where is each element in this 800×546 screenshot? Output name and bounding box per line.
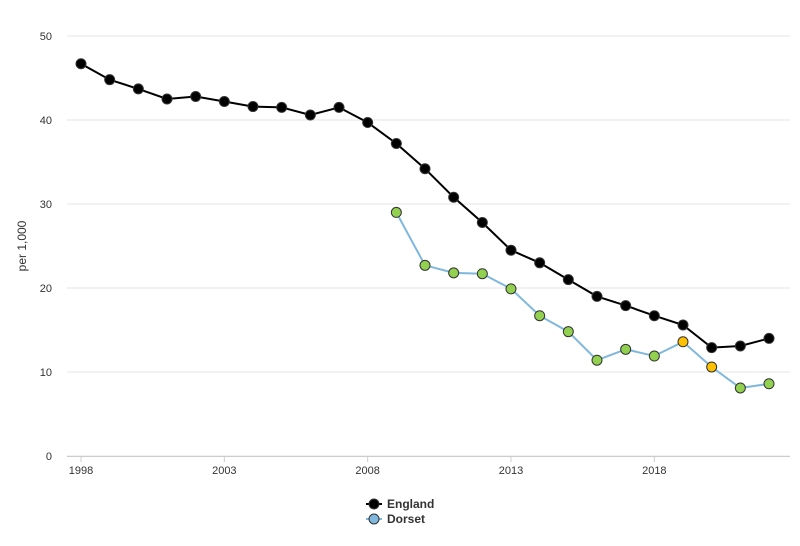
data-point-england[interactable] xyxy=(591,290,603,302)
x-axis-ticks: 1998 2003 2008 2013 2018 xyxy=(69,456,667,477)
data-point-england[interactable] xyxy=(362,117,374,129)
data-point-dorset[interactable] xyxy=(390,206,402,218)
data-point-dorset[interactable] xyxy=(562,326,574,338)
legend-england-marker xyxy=(368,498,380,510)
data-point-england[interactable] xyxy=(247,101,259,113)
data-point-england[interactable] xyxy=(534,257,546,269)
data-point-england[interactable] xyxy=(419,163,431,175)
legend-dorset-marker xyxy=(368,513,380,525)
data-point-dorset[interactable] xyxy=(677,336,689,348)
y-tick-label: 30 xyxy=(40,199,52,211)
data-point-dorset[interactable] xyxy=(534,310,546,322)
data-point-england[interactable] xyxy=(648,310,660,322)
x-tick-label: 2008 xyxy=(355,465,379,477)
data-point-dorset[interactable] xyxy=(505,283,517,295)
series-group xyxy=(75,58,775,394)
x-tick-label: 1998 xyxy=(69,465,93,477)
data-point-england[interactable] xyxy=(390,138,402,150)
data-point-dorset[interactable] xyxy=(419,259,431,271)
gridlines xyxy=(67,35,790,457)
legend-item-dorset[interactable]: Dorset xyxy=(366,512,425,526)
y-tick-label: 40 xyxy=(40,115,52,127)
x-tick-label: 2013 xyxy=(499,465,523,477)
data-point-england[interactable] xyxy=(333,101,345,113)
data-point-england[interactable] xyxy=(218,96,230,108)
y-axis-ticks: 0 10 20 30 40 50 xyxy=(40,31,52,463)
data-point-england[interactable] xyxy=(132,83,144,95)
data-point-dorset[interactable] xyxy=(648,350,660,362)
legend-dorset-label: Dorset xyxy=(387,512,425,526)
y-tick-label: 0 xyxy=(46,451,52,463)
data-point-dorset[interactable] xyxy=(591,354,603,366)
data-point-dorset[interactable] xyxy=(448,267,460,279)
legend-item-england[interactable]: England xyxy=(366,497,434,511)
series-line-england xyxy=(80,62,770,349)
data-point-england[interactable] xyxy=(75,58,87,70)
data-point-england[interactable] xyxy=(448,191,460,203)
legend: England Dorset xyxy=(366,497,434,526)
data-point-england[interactable] xyxy=(190,90,202,102)
data-point-dorset[interactable] xyxy=(620,343,632,355)
data-point-dorset[interactable] xyxy=(734,382,746,394)
y-tick-label: 10 xyxy=(40,367,52,379)
x-tick-label: 2018 xyxy=(642,465,666,477)
data-point-dorset[interactable] xyxy=(763,378,775,390)
data-point-england[interactable] xyxy=(505,244,517,256)
data-point-dorset[interactable] xyxy=(706,361,718,373)
y-axis-label: per 1,000 xyxy=(15,220,29,271)
data-point-england[interactable] xyxy=(562,274,574,286)
data-point-england[interactable] xyxy=(304,109,316,121)
legend-england-label: England xyxy=(387,497,434,511)
y-tick-label: 20 xyxy=(40,283,52,295)
data-point-england[interactable] xyxy=(620,300,632,312)
data-point-england[interactable] xyxy=(677,319,689,331)
data-point-england[interactable] xyxy=(161,93,173,105)
data-point-england[interactable] xyxy=(706,342,718,354)
data-point-england[interactable] xyxy=(734,340,746,352)
data-point-england[interactable] xyxy=(276,101,288,113)
data-point-england[interactable] xyxy=(476,216,488,228)
data-point-england[interactable] xyxy=(104,74,116,86)
data-point-england[interactable] xyxy=(763,332,775,344)
x-tick-label: 2003 xyxy=(212,465,236,477)
data-point-dorset[interactable] xyxy=(476,268,488,280)
y-tick-label: 50 xyxy=(40,31,52,43)
